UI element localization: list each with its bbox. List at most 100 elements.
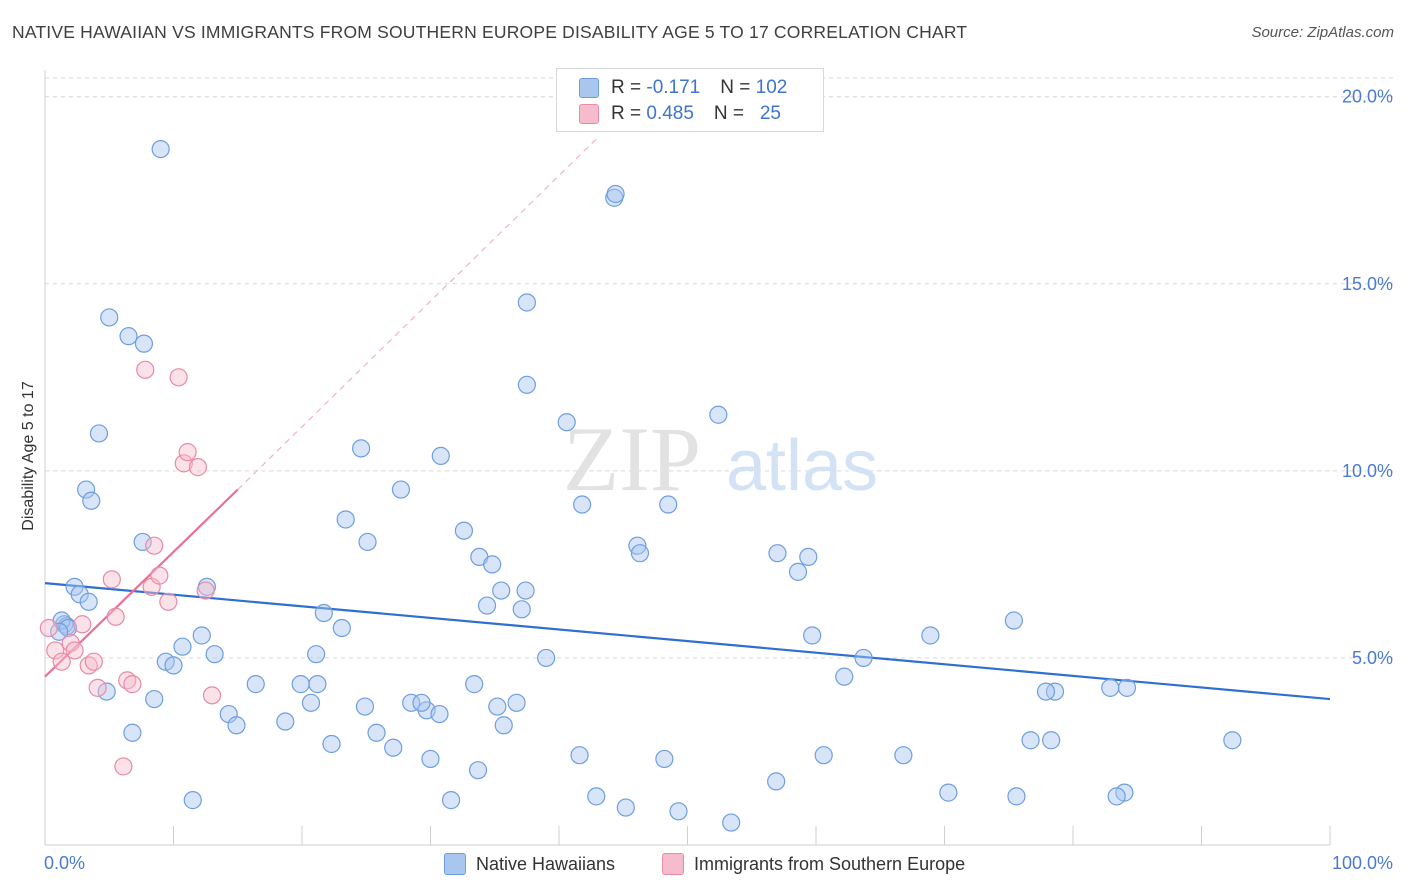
y-axis-label: Disability Age 5 to 17 (20, 381, 37, 531)
y-tick-label: 5.0% (1352, 648, 1393, 668)
trend-line-native-hawaiians (44, 582, 1331, 701)
data-point-immigrants (145, 536, 164, 555)
tick-labels: 5.0% 10.0% 15.0% 20.0% 0.0% 100.0% (44, 87, 1393, 873)
data-point-native-hawaiians (516, 581, 535, 600)
data-point-immigrants (178, 443, 197, 462)
data-point-native-hawaiians (421, 749, 440, 769)
trend-line-immigrants-extended (237, 137, 598, 490)
data-point-native-hawaiians (384, 738, 403, 757)
watermark: ZIP atlas (563, 408, 878, 510)
chart-title: NATIVE HAWAIIAN VS IMMIGRANTS FROM SOUTH… (12, 22, 968, 42)
legend-r-label: R = (611, 77, 647, 98)
data-point-native-hawaiians (606, 184, 625, 204)
watermark-zip: ZIP (563, 408, 701, 510)
data-point-native-hawaiians (441, 791, 461, 810)
data-point-native-hawaiians (1117, 678, 1137, 697)
data-point-native-hawaiians (119, 327, 138, 346)
legend-r-label: R = (611, 103, 647, 124)
data-point-native-hawaiians (358, 532, 377, 552)
data-point-immigrants (196, 581, 215, 600)
data-point-native-hawaiians (799, 547, 818, 567)
legend-n-label: N = (713, 103, 750, 124)
data-point-native-hawaiians (465, 675, 484, 694)
x-tick-label: 100.0% (1332, 853, 1393, 873)
data-point-immigrants (169, 368, 188, 387)
data-point-native-hawaiians (628, 536, 647, 555)
data-point-native-hawaiians (477, 596, 497, 615)
data-point-immigrants (106, 607, 125, 626)
legend-n-value: 102 (755, 77, 788, 98)
legend-n-label: N = (720, 77, 756, 98)
data-point-native-hawaiians (412, 693, 431, 712)
data-point-native-hawaiians (570, 746, 589, 765)
data-point-native-hawaiians (79, 592, 98, 611)
data-point-native-hawaiians (291, 675, 310, 694)
legend-row-blue: R = -0.171 N = 102 (579, 76, 787, 100)
data-point-native-hawaiians (454, 521, 474, 540)
data-point-native-hawaiians (134, 334, 154, 353)
data-point-native-hawaiians (173, 637, 192, 656)
legend-n-value: 25 (749, 103, 781, 124)
bottom-legend-immigrants: Immigrants from Southern Europe (662, 852, 965, 876)
data-point-native-hawaiians (1021, 731, 1040, 750)
x-tick-label: 0.0% (44, 853, 85, 873)
data-point-native-hawaiians (133, 532, 152, 552)
data-point-native-hawaiians (557, 413, 576, 432)
data-point-native-hawaiians (246, 675, 265, 694)
data-point-native-hawaiians (939, 783, 958, 802)
grid-lines (45, 77, 1395, 659)
data-point-native-hawaiians (164, 656, 183, 675)
data-point-native-hawaiians (205, 645, 224, 664)
data-point-native-hawaiians (517, 375, 536, 394)
y-tick-label: 20.0% (1342, 87, 1393, 107)
data-point-native-hawaiians (1223, 731, 1242, 750)
data-point-native-hawaiians (97, 682, 116, 701)
bottom-legend-label: Immigrants from Southern Europe (694, 853, 966, 874)
bottom-legend-native-hawaiians: Native Hawaiians (444, 852, 615, 876)
data-point-immigrants (84, 652, 103, 671)
data-point-native-hawaiians (336, 510, 355, 529)
data-point-native-hawaiians (1004, 611, 1023, 630)
data-point-native-hawaiians (352, 439, 371, 458)
data-point-immigrants (174, 454, 193, 473)
data-point-native-hawaiians (100, 308, 119, 327)
y-tick-label: 15.0% (1342, 274, 1393, 294)
legend-r-value: -0.171 (646, 77, 701, 98)
data-point-immigrants (159, 592, 178, 611)
data-point-native-hawaiians (709, 405, 728, 424)
data-point-native-hawaiians (659, 495, 678, 514)
data-point-native-hawaiians (814, 746, 833, 765)
trend-lines (44, 137, 1331, 701)
data-point-native-hawaiians (767, 772, 786, 791)
data-point-native-hawaiians (722, 813, 741, 832)
data-point-native-hawaiians (301, 693, 321, 712)
watermark-atlas: atlas (726, 426, 878, 506)
data-point-native-hawaiians (788, 562, 808, 581)
data-point-native-hawaiians (655, 749, 674, 769)
data-point-native-hawaiians (308, 675, 327, 694)
data-point-native-hawaiians (468, 761, 488, 780)
source-label: Source: ZipAtlas.com (1251, 24, 1394, 41)
data-point-native-hawaiians (1042, 731, 1061, 750)
legend-swatch-pink (579, 104, 599, 124)
data-point-immigrants (88, 678, 107, 697)
data-point-native-hawaiians (494, 716, 513, 735)
y-tick-label: 10.0% (1342, 461, 1393, 481)
data-point-immigrants (123, 675, 142, 694)
data-point-immigrants (46, 641, 65, 660)
data-point-native-hawaiians (616, 798, 635, 817)
data-point-native-hawaiians (1101, 678, 1120, 697)
data-point-native-hawaiians (854, 648, 873, 668)
data-point-native-hawaiians (183, 791, 202, 810)
data-point-immigrants (102, 570, 121, 589)
data-point-native-hawaiians (431, 446, 450, 465)
data-point-native-hawaiians (307, 645, 326, 664)
series-immigrants-southern-europe (39, 360, 222, 776)
data-point-native-hawaiians (367, 723, 386, 742)
data-point-immigrants (150, 566, 169, 585)
data-point-immigrants (52, 652, 71, 671)
data-point-native-hawaiians (669, 802, 688, 821)
bottom-legend-swatch-pink (662, 853, 684, 875)
data-point-native-hawaiians (89, 424, 109, 443)
